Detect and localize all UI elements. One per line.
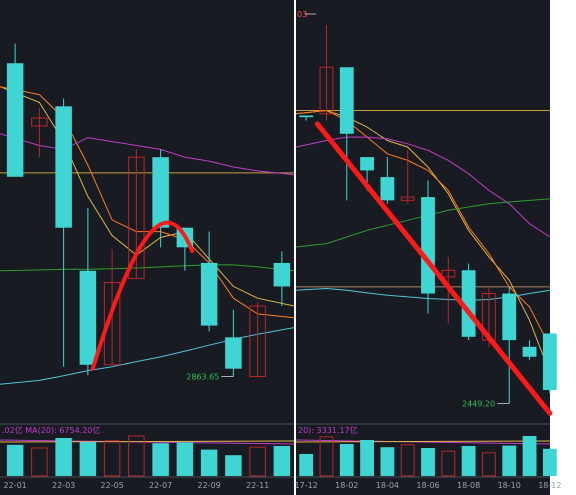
candle-body-up [542,333,557,391]
ma-line-ma60 [0,264,295,272]
candle-body-down [249,305,266,378]
volume-legend: .02亿 MA(20): 6754.20亿 [2,425,100,435]
x-tick-label: 18-04 [376,481,399,490]
volume-bar-up [55,438,72,476]
x-tick-label: 22-09 [198,481,221,490]
x-tick-label: 18-12 [538,481,561,490]
candle-body-down [319,66,334,115]
volume-bar-up [6,444,24,476]
candle-body-up [79,270,97,365]
volume-bar-down [31,447,48,477]
volume-bar-down [400,444,415,477]
volume-bar-up [273,446,291,476]
volume-bar-up [299,454,314,476]
volume-bar-up [502,445,517,476]
x-tick-label: 18-02 [335,481,358,490]
x-tick-label: 22-07 [149,481,172,490]
candle-body-up [225,337,242,369]
volume-legend: 20): 3331.17亿 [298,425,358,435]
volume-bar-up [225,455,242,476]
volume-bar-up [421,448,435,476]
volume-bar-up [542,448,557,476]
candle-body-up [55,106,72,228]
candle-body-up [502,293,517,341]
annotation-arc [90,220,195,371]
volume-bar-down [482,452,496,477]
candle-body-up [273,262,291,287]
volume-bar-up [79,442,97,476]
right-chart: 2449.20 03 20): 3331.17亿 17-12 18-02 18-04 18-… [295,10,562,490]
candle-body-up [339,67,354,134]
x-tick-label: 18-10 [498,481,521,490]
x-tick-label: 17-12 [295,481,318,490]
volume-bar-down [441,450,456,477]
right-margin [550,0,576,495]
volume-bar-down [249,446,266,477]
candle-body-down [128,156,145,280]
candle-body-up [6,63,24,177]
volume-bar-up [522,436,537,476]
volume-bar-up [360,440,374,476]
volume-ma-line [0,440,295,443]
volume-bar-down [128,435,145,477]
x-tick-label: 22-11 [246,481,269,490]
x-tick-label: 22-05 [101,481,124,490]
volume-bar-up [152,443,169,476]
x-tick-label: 22-03 [52,481,75,490]
candle-body-up [152,157,169,228]
volume-bar-down [319,436,334,477]
candle-body-up [299,115,314,118]
top-price-label: 03 [297,10,307,19]
candle-body-down [31,117,48,127]
candle-body-down [441,269,456,278]
volume-bar-up [176,442,194,476]
low-price-label: 2449.20 [462,400,495,409]
volume-bar-up [339,444,354,476]
candle-body-down [400,196,415,201]
volume-bar-down [103,440,121,477]
candle-body-up [360,157,374,171]
left-chart: 2863.65 .02亿 MA(20): 6754.20亿 22-01 22-03 22… [0,43,295,490]
annotation-downtrend-line [314,121,553,416]
volume-ma-line [295,440,551,443]
candle-body-up [421,197,435,294]
x-tick-label: 22-01 [4,481,27,490]
x-tick-label: 18-06 [416,481,439,490]
candle-body-up [380,177,395,201]
candle-body-up [522,346,537,357]
volume-bar-up [461,446,476,476]
candle-body-down [103,282,121,366]
volume-bar-up [200,449,218,476]
low-price-label: 2863.65 [186,373,219,382]
x-tick-label: 18-08 [457,481,480,490]
volume-bar-up [380,447,395,476]
panel-divider [294,0,296,495]
candle-body-up [200,262,218,326]
